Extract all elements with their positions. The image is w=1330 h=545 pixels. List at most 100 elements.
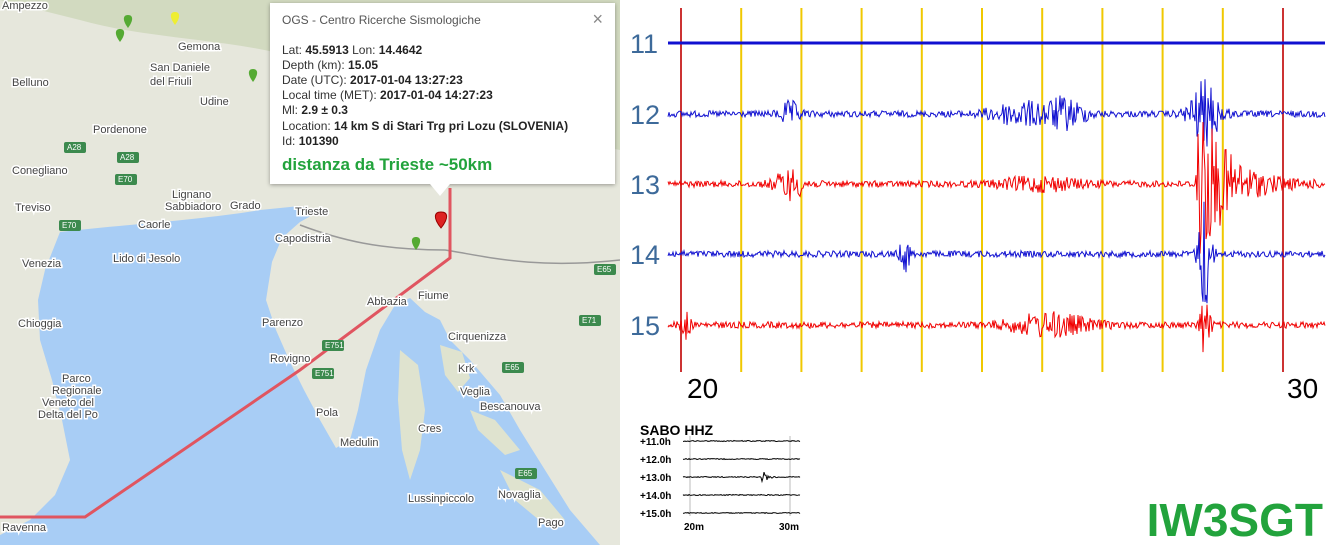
time-label: 20 — [687, 373, 718, 404]
place-label: Belluno — [12, 77, 49, 89]
road-label: E65 — [518, 469, 533, 478]
road-shield — [59, 220, 81, 231]
row-label: 15 — [630, 311, 660, 341]
inset-trace — [682, 457, 801, 461]
place-label: Udine — [200, 96, 229, 108]
inset-trace — [682, 511, 801, 515]
station-marker[interactable] — [115, 29, 125, 42]
road-label: E70 — [118, 175, 133, 184]
island — [500, 470, 565, 525]
road-label: E65 — [597, 265, 612, 274]
station-marker[interactable] — [170, 12, 180, 25]
info-popup: OGS - Centro Ricerche Sismologiche × Lat… — [270, 3, 615, 184]
inset-title: SABO HHZ — [640, 422, 714, 438]
place-label: San Daniele — [150, 62, 210, 74]
place-label: Fiume — [418, 290, 449, 302]
place-label: Lussinpiccolo — [408, 493, 474, 505]
place-label: Lignano — [172, 189, 211, 201]
road-shield — [594, 264, 616, 275]
trace — [667, 121, 1326, 254]
field-label: Lon: — [352, 43, 376, 57]
popup-line: Lat: 45.5913 Lon: 14.4642 — [282, 43, 422, 57]
field-value: 14 km S di Stari Trg pri Lozu (SLOVENIA) — [334, 119, 569, 133]
place-label: Parenzo — [262, 317, 303, 329]
place-label: Cirquenizza — [448, 331, 507, 343]
popup-line: Date (UTC): 2017-01-04 13:27:23 — [282, 73, 463, 87]
place-label: Regionale — [52, 385, 102, 397]
road-label: E751 — [325, 341, 344, 350]
road-shield — [515, 468, 537, 479]
place-label: Veglia — [460, 386, 491, 398]
sea — [0, 206, 600, 545]
popup-line: Local time (MET): 2017-01-04 14:27:23 — [282, 88, 493, 102]
place-label: Venezia — [22, 258, 62, 270]
road-label: A28 — [120, 153, 135, 162]
place-label: Pordenone — [93, 124, 147, 136]
field-value: 101390 — [298, 134, 339, 148]
inset-trace — [682, 471, 801, 484]
island — [440, 345, 470, 392]
signature: IW3SGT — [1147, 494, 1323, 545]
road-shield — [64, 142, 86, 153]
place-label: Bescanouva — [480, 401, 541, 413]
place-label: Veneto del — [42, 397, 94, 409]
inset-trace — [682, 493, 801, 497]
popup-source: OGS - Centro Ricerche Sismologiche — [282, 13, 481, 27]
place-label: Rovigno — [270, 353, 310, 365]
row-label: 12 — [630, 100, 660, 130]
place-label: Grado — [230, 200, 261, 212]
road-label: E71 — [582, 316, 597, 325]
place-label: Pola — [316, 407, 339, 419]
distance-line — [0, 188, 452, 519]
place-label: Krk — [458, 363, 475, 375]
place-label: Treviso — [15, 202, 51, 214]
place-label: Abbazia — [367, 296, 408, 308]
inset-row-label: +13.0h — [640, 473, 671, 484]
place-label: Conegliano — [12, 165, 68, 177]
road-shield — [312, 368, 334, 379]
field-value: 2.9 ± 0.3 — [301, 103, 348, 117]
place-label: Cres — [418, 423, 442, 435]
trace — [667, 304, 1326, 353]
road-label: A28 — [67, 143, 82, 152]
place-label: Pago — [538, 517, 564, 529]
place-label: Gemona — [178, 41, 221, 53]
inset-row-label: +15.0h — [640, 509, 671, 520]
row-label: 14 — [630, 240, 660, 270]
popup-line: Location: 14 km S di Stari Trg pri Lozu … — [282, 119, 568, 133]
popup-tail — [430, 184, 450, 196]
inset-row-label: +11.0h — [640, 437, 671, 448]
road-label: E65 — [505, 363, 520, 372]
road-shield — [117, 152, 139, 163]
station-marker[interactable] — [248, 69, 258, 82]
island — [470, 410, 520, 455]
popup-note: distanza da Trieste ~50km — [282, 155, 493, 174]
popup-line: Id: 101390 — [282, 134, 339, 148]
epicenter-marker[interactable] — [434, 211, 448, 229]
field-value: 15.05 — [348, 58, 379, 72]
field-label: Id: — [282, 134, 296, 148]
field-label: Date (UTC): — [282, 73, 347, 87]
seismogram: 11 12 13 14 15 20 30 SABO HHZ+11.0h +12.0h +13.0h… — [630, 8, 1326, 545]
inset-trace — [683, 439, 801, 443]
popup-line: Depth (km): 15.05 — [282, 58, 378, 72]
inset-row-label: +12.0h — [640, 455, 671, 466]
road-label: E751 — [315, 369, 334, 378]
place-label: Delta del Po — [38, 409, 98, 421]
station-marker[interactable] — [411, 237, 421, 250]
road-shield — [115, 174, 137, 185]
field-label: Lat: — [282, 43, 303, 57]
place-label: Lido di Jesolo — [113, 253, 180, 265]
place-label: Capodistria — [275, 233, 332, 245]
close-button[interactable]: × — [592, 9, 603, 29]
station-marker[interactable] — [123, 15, 133, 28]
road-shield — [322, 340, 344, 351]
place-label: Caorle — [138, 219, 170, 231]
inset-time-label: 20m — [684, 522, 704, 533]
place-label: Parco — [62, 373, 91, 385]
row-label: 13 — [630, 170, 660, 200]
border — [299, 224, 620, 265]
road-shield — [502, 362, 524, 373]
field-label: Depth (km): — [282, 58, 345, 72]
